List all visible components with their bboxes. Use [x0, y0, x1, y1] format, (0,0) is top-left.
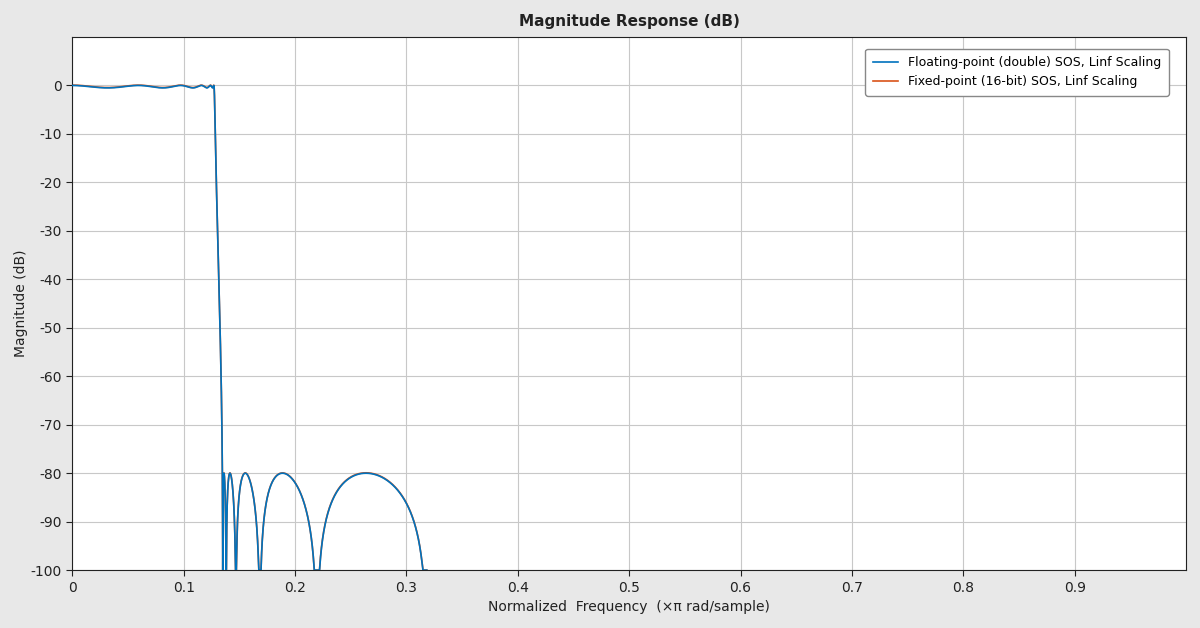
Fixed-point (16-bit) SOS, Linf Scaling [379, 475, 394, 483]
Floating-point (double) SOS, Linf Scaling [420, 566, 434, 574]
Title: Magnitude Response (dB): Magnitude Response (dB) [518, 14, 739, 29]
Floating-point (double) SOS, Linf Scaling [301, 518, 316, 526]
Line: Floating-point (double) SOS, Linf Scaling: Floating-point (double) SOS, Linf Scalin… [72, 85, 427, 570]
Floating-point (double) SOS, Linf Scaling [65, 82, 79, 89]
Fixed-point (16-bit) SOS, Linf Scaling [353, 470, 367, 477]
Floating-point (double) SOS, Linf Scaling [216, 566, 230, 574]
Line: Fixed-point (16-bit) SOS, Linf Scaling: Fixed-point (16-bit) SOS, Linf Scaling [72, 85, 427, 570]
Floating-point (double) SOS, Linf Scaling [353, 470, 367, 477]
X-axis label: Normalized  Frequency  (×π rad/sample): Normalized Frequency (×π rad/sample) [488, 600, 770, 614]
Legend: Floating-point (double) SOS, Linf Scaling, Fixed-point (16-bit) SOS, Linf Scalin: Floating-point (double) SOS, Linf Scalin… [865, 48, 1169, 96]
Y-axis label: Magnitude (dB): Magnitude (dB) [14, 250, 28, 357]
Fixed-point (16-bit) SOS, Linf Scaling [397, 495, 412, 503]
Fixed-point (16-bit) SOS, Linf Scaling [65, 82, 79, 89]
Floating-point (double) SOS, Linf Scaling [94, 84, 108, 92]
Fixed-point (16-bit) SOS, Linf Scaling [410, 531, 425, 539]
Floating-point (double) SOS, Linf Scaling [397, 496, 412, 504]
Fixed-point (16-bit) SOS, Linf Scaling [94, 84, 108, 91]
Floating-point (double) SOS, Linf Scaling [379, 476, 394, 484]
Fixed-point (16-bit) SOS, Linf Scaling [420, 566, 434, 574]
Fixed-point (16-bit) SOS, Linf Scaling [216, 566, 230, 574]
Floating-point (double) SOS, Linf Scaling [410, 532, 425, 539]
Fixed-point (16-bit) SOS, Linf Scaling [301, 518, 316, 526]
